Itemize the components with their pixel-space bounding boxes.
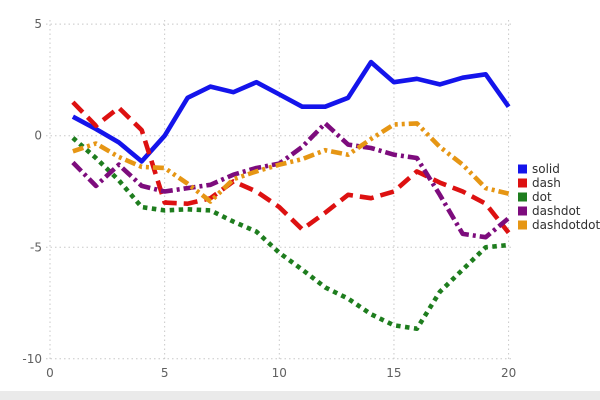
legend-label-dash: dash [532,176,561,190]
series-line-solid [71,59,511,164]
y-tick-label-5: 5 [34,17,42,31]
y-tick-label--5: -5 [30,240,42,254]
x-tick-label-20: 20 [501,366,516,380]
window-edge-strip [0,391,600,400]
x-tick-label-0: 0 [46,366,54,380]
x-tick-label-10: 10 [272,366,287,380]
series-line-dashdotdot [72,121,510,204]
legend-swatch-dash [518,178,527,188]
legend-label-dashdot: dashdot [532,204,581,218]
series-line-dot [71,136,509,332]
y-tick-label--10: -10 [22,352,42,366]
legend-swatch-dashdotdot [518,220,527,230]
x-tick-label-5: 5 [161,366,169,380]
y-tick-label-0: 0 [34,129,42,143]
legend-swatch-solid [518,164,527,174]
legend-label-solid: solid [532,162,560,176]
legend-swatch-dashdot [518,206,527,216]
legend-label-dot: dot [532,190,552,204]
legend-swatch-dot [518,192,527,202]
legend-label-dashdotdot: dashdotdot [532,218,600,232]
x-tick-label-15: 15 [386,366,401,380]
series-line-dash [71,100,511,235]
series-line-dashdot [71,121,511,240]
